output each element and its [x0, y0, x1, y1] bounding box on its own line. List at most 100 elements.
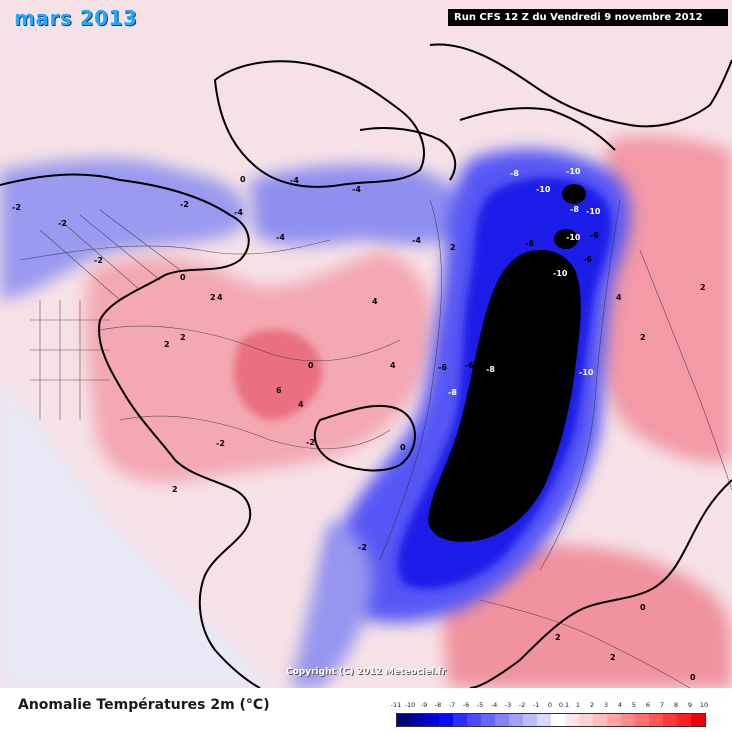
anomaly-value-label: -6	[438, 363, 447, 372]
anomaly-value-label: 2	[450, 243, 456, 252]
anomaly-value-label: -4	[234, 208, 243, 217]
anomaly-value-label: -10	[586, 207, 601, 216]
anomaly-value-label: -2	[58, 219, 67, 228]
legend-tick-label: 2	[589, 701, 595, 709]
anomaly-value-label: -4	[352, 185, 361, 194]
coastline-pacific-islands	[313, 404, 416, 472]
coastline-siberia	[459, 107, 616, 151]
anomaly-value-label: 4	[372, 297, 378, 306]
anomaly-value-label: 0	[640, 603, 646, 612]
anomaly-value-label: 2	[700, 283, 706, 292]
anomaly-value-label: 0	[308, 361, 314, 370]
legend-color-swatch	[425, 714, 439, 726]
anomaly-value-label: -8	[448, 388, 457, 397]
legend-tick-label: 4	[617, 701, 623, 709]
anomaly-value-label: -4	[290, 176, 299, 185]
cold-band-southwest	[290, 520, 373, 688]
legend-color-swatch	[649, 714, 663, 726]
anomaly-value-label: 0	[180, 273, 186, 282]
legend-color-swatch	[453, 714, 467, 726]
legend-color-swatch	[481, 714, 495, 726]
legend-tick-label: 8	[673, 701, 679, 709]
anomaly-value-label: -8	[486, 365, 495, 374]
anomaly-value-label: 2	[164, 340, 170, 349]
anomaly-value-label: -6	[525, 239, 534, 248]
legend-color-swatch	[579, 714, 593, 726]
polar-projection-map: -10 -10 -10 -10 -8 -8 -6 -6 -6 -8 -6 -10 -10 -8 -6 -4 -4…	[0, 43, 732, 688]
contour-lines-layer	[19, 199, 732, 688]
legend-color-swatch	[691, 714, 705, 726]
anomaly-value-label: -2	[216, 439, 225, 448]
month-title: mars 2013	[14, 6, 138, 30]
legend-color-swatch	[663, 714, 677, 726]
anomaly-map: -10 -10 -10 -10 -8 -8 -6 -6 -6 -8 -6 -10 -10 -8 -6 -4 -4…	[0, 0, 732, 688]
cold-region-north	[250, 164, 470, 245]
legend-color-swatch	[551, 714, 565, 726]
legend-color-swatch	[397, 714, 411, 726]
legend-tick-label: -2	[518, 701, 526, 709]
legend-tick-label: -6	[462, 701, 470, 709]
warm-region-center-core	[234, 329, 322, 420]
legend-tick-label: -10	[404, 701, 416, 709]
legend-color-swatch	[635, 714, 649, 726]
legend-tick-label: 6	[645, 701, 651, 709]
legend-color-swatch	[523, 714, 537, 726]
coastline-europe-west	[359, 127, 457, 181]
anomaly-value-label: -10	[579, 368, 594, 377]
map-title: Anomalie Températures 2m (°C)	[18, 697, 270, 713]
anomaly-labels-layer: -10 -10 -10 -10 -8 -8 -6 -6 -6 -8 -6 -10 -10 -8 -6 -4 -4…	[12, 167, 706, 682]
legend-tick-label: -3	[504, 701, 512, 709]
legend-tick-label: 0.1	[558, 701, 570, 709]
legend-color-swatch	[607, 714, 621, 726]
anomaly-value-label: 2	[180, 333, 186, 342]
legend-color-swatch	[509, 714, 523, 726]
warm-region-southeast	[443, 545, 732, 688]
legend-tick-label: -5	[476, 701, 484, 709]
anomaly-value-label: 2	[555, 633, 561, 642]
anomaly-value-label: -4	[412, 236, 421, 245]
anomaly-value-label: 4	[390, 361, 396, 370]
cold-anomaly-core	[428, 250, 581, 542]
legend-color-swatch	[621, 714, 635, 726]
anomaly-value-label: -6	[590, 231, 599, 240]
legend-tick-label: 9	[687, 701, 693, 709]
legend-tick-label: 5	[631, 701, 637, 709]
legend-tick-label: -4	[490, 701, 498, 709]
anomaly-value-label: 6	[276, 386, 282, 395]
legend-tick-label: 10	[699, 701, 709, 709]
anomaly-value-label: 2	[210, 293, 216, 302]
color-scale-legend: -11 -10 -9 -8 -7 -6 -5 -4 -3 -2 -1 0 0.1 1 2 3 4 5 6 7 8 9 10	[391, 701, 718, 728]
coastline-eurasia-north	[429, 43, 732, 128]
anomaly-fill-layer	[0, 135, 732, 688]
neutral-ocean-region	[0, 380, 270, 688]
anomaly-value-label: -4	[276, 233, 285, 242]
legend-tick-labels: -11 -10 -9 -8 -7 -6 -5 -4 -3 -2 -1 0 0.1 1 2 3 4 5 6 7 8 9 10	[391, 701, 718, 712]
anomaly-value-label: -10	[536, 185, 551, 194]
legend-tick-label: -9	[420, 701, 428, 709]
anomaly-value-label: -6	[583, 255, 592, 264]
anomaly-value-label: 0	[690, 673, 696, 682]
anomaly-value-label: 4	[616, 293, 622, 302]
anomaly-value-label: -2	[306, 438, 315, 447]
legend-color-swatch	[495, 714, 509, 726]
legend-tick-label: -1	[532, 701, 540, 709]
legend-color-swatch	[411, 714, 425, 726]
anomaly-value-label: 0	[240, 175, 246, 184]
legend-color-swatch	[593, 714, 607, 726]
anomaly-value-label: -6	[465, 361, 474, 370]
copyright-notice: Copyright (C) 2012 Meteociel.fr	[286, 667, 447, 677]
run-info-banner: Run CFS 12 Z du Vendredi 9 novembre 2012	[448, 9, 728, 26]
anomaly-value-label: 4	[298, 400, 304, 409]
anomaly-value-label: 4	[217, 293, 223, 302]
anomaly-value-label: -2	[12, 203, 21, 212]
anomaly-value-label: -10	[566, 233, 581, 242]
legend-color-swatch	[677, 714, 691, 726]
legend-tick-label: 0	[547, 701, 553, 709]
legend-color-swatch	[537, 714, 551, 726]
legend-tick-label: -8	[434, 701, 442, 709]
legend-tick-label: 1	[575, 701, 581, 709]
legend-color-bar	[396, 713, 706, 727]
cold-cell-3	[535, 262, 555, 274]
coastline-greenland	[213, 60, 425, 188]
